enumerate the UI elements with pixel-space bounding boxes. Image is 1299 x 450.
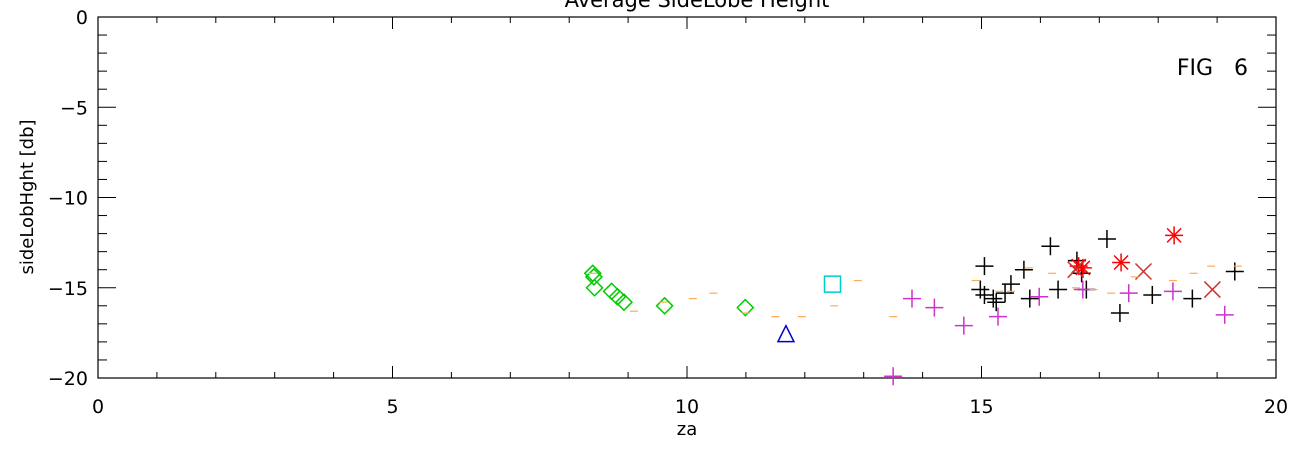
y-tick-label: −10 xyxy=(48,188,88,210)
plot-frame xyxy=(97,16,1277,379)
x-tick-label: 10 xyxy=(675,396,699,418)
plus-marker xyxy=(1020,289,1039,308)
x-tick-label: 0 xyxy=(92,396,104,418)
data-markers xyxy=(583,226,1244,386)
chart-title: Average SideLobe Height xyxy=(565,0,830,12)
asterisk-marker xyxy=(1112,253,1131,272)
diamond-marker xyxy=(585,278,604,297)
plus-marker xyxy=(1014,260,1033,279)
plus-marker xyxy=(996,284,1015,303)
asterisk-marker xyxy=(1165,226,1184,245)
fig-annotation: FIG 6 xyxy=(1177,56,1248,81)
plus-marker xyxy=(1143,285,1162,304)
plus-marker xyxy=(975,257,994,276)
plus-marker xyxy=(984,289,1003,308)
plus-marker xyxy=(1073,280,1092,299)
plus-marker xyxy=(1041,237,1060,256)
diamond-marker xyxy=(736,298,755,317)
y-tick-label: −20 xyxy=(48,368,88,390)
x-marker xyxy=(1067,261,1085,279)
plus-marker xyxy=(1183,289,1202,308)
x-tick-label: 5 xyxy=(386,396,398,418)
x-axis-label: za xyxy=(677,419,697,440)
y-tick-label: −15 xyxy=(48,278,88,300)
diamond-marker xyxy=(614,293,634,312)
plus-marker xyxy=(1119,284,1138,303)
y-tick-label: 0 xyxy=(76,7,88,29)
y-tick-label: −5 xyxy=(60,97,88,119)
plus-marker xyxy=(1049,280,1068,299)
plus-marker xyxy=(902,289,921,308)
plus-marker xyxy=(1215,305,1234,324)
plus-marker xyxy=(988,307,1007,326)
plus-marker xyxy=(1225,262,1244,281)
diamond-marker xyxy=(584,267,603,286)
y-axis-label: sideLobHght [db] xyxy=(17,119,38,274)
x-tick-label: 20 xyxy=(1264,396,1288,418)
plus-marker xyxy=(971,280,990,299)
diamond-marker xyxy=(655,296,674,315)
diamond-marker xyxy=(602,282,621,301)
x-marker xyxy=(1203,281,1221,299)
plus-marker xyxy=(1001,275,1020,294)
triangle-marker xyxy=(776,324,796,343)
square-marker xyxy=(823,275,842,293)
plus-marker xyxy=(1163,282,1182,301)
plus-marker xyxy=(975,285,994,304)
x-tick-label: 15 xyxy=(969,396,993,418)
plus-marker xyxy=(1097,230,1116,249)
plus-marker xyxy=(1030,287,1049,306)
plus-marker xyxy=(987,293,1006,312)
plus-marker xyxy=(954,316,973,335)
plus-marker xyxy=(884,367,903,386)
axes: 0 5 10 15 20 0 −5 −10 −15 −20 xyxy=(48,7,1288,418)
plus-marker xyxy=(1110,304,1129,323)
plus-marker xyxy=(925,298,944,317)
diamond-marker xyxy=(608,287,627,306)
